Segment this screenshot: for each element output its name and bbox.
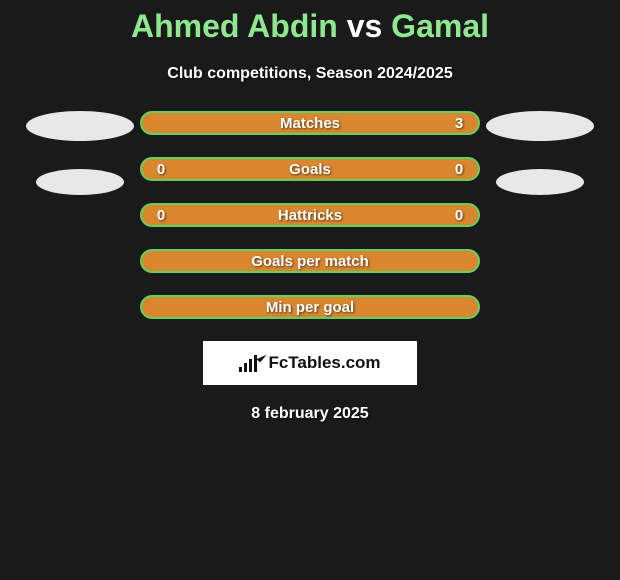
comparison-card: Ahmed Abdin vs Gamal Club competitions, … (0, 0, 620, 423)
player2-avatar-col (480, 111, 600, 195)
player1-name: Ahmed Abdin (131, 8, 338, 44)
stat-label: Matches (280, 115, 340, 132)
player2-avatar-top (486, 111, 594, 141)
stat-row: 0 Goals 0 (140, 157, 480, 181)
stat-left-value: 0 (154, 207, 168, 224)
stat-label: Goals per match (251, 253, 369, 270)
stat-label: Goals (289, 161, 331, 178)
vs-text: vs (347, 8, 383, 44)
page-title: Ahmed Abdin vs Gamal (131, 8, 489, 45)
stat-right-value: 0 (452, 207, 466, 224)
logo-text: FcTables.com (268, 353, 380, 373)
player1-avatar-col (20, 111, 140, 195)
logo-box: FcTables.com (203, 341, 417, 385)
stat-left-value: 0 (154, 161, 168, 178)
date-text: 8 february 2025 (251, 405, 368, 423)
subtitle: Club competitions, Season 2024/2025 (167, 65, 452, 83)
stat-label: Hattricks (278, 207, 342, 224)
player2-name: Gamal (391, 8, 489, 44)
stats-area: Matches 3 0 Goals 0 0 Hattricks 0 Goals per matc… (0, 111, 620, 319)
stat-right-value: 0 (452, 161, 466, 178)
stat-row: Goals per match (140, 249, 480, 273)
player1-avatar-top (26, 111, 134, 141)
player1-avatar-bottom (36, 169, 124, 195)
stat-label: Min per goal (266, 299, 354, 316)
stat-bars: Matches 3 0 Goals 0 0 Hattricks 0 Goals per matc… (140, 111, 480, 319)
stat-row: 0 Hattricks 0 (140, 203, 480, 227)
stat-row: Min per goal (140, 295, 480, 319)
chart-icon (239, 354, 262, 372)
player2-avatar-bottom (496, 169, 584, 195)
stat-right-value: 3 (452, 115, 466, 132)
stat-row: Matches 3 (140, 111, 480, 135)
